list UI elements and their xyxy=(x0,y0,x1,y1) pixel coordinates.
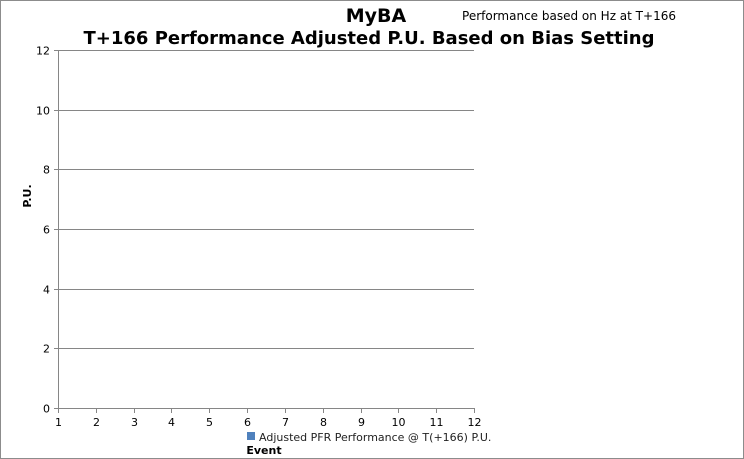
x-tick-label: 7 xyxy=(282,416,289,429)
legend: Adjusted PFR Performance @ T(+166) P.U. xyxy=(247,431,491,444)
y-tick-label: 10 xyxy=(36,105,50,118)
x-tick-label: 11 xyxy=(430,416,444,429)
x-axis-label: Event xyxy=(246,444,281,457)
chart-overlay-title: MyBA xyxy=(346,5,407,27)
y-tick-label: 4 xyxy=(43,284,50,297)
x-tick-label: 3 xyxy=(131,416,138,429)
chart-title: T+166 Performance Adjusted P.U. Based on… xyxy=(84,28,655,49)
x-tick-label: 5 xyxy=(206,416,213,429)
x-tick-label: 4 xyxy=(168,416,175,429)
y-tick-label: 6 xyxy=(43,224,50,237)
x-tick-label: 1 xyxy=(55,416,62,429)
legend-label: Adjusted PFR Performance @ T(+166) P.U. xyxy=(259,431,491,444)
y-tick-label: 2 xyxy=(43,343,50,356)
y-tick-label: 8 xyxy=(43,164,50,177)
y-tick-label: 0 xyxy=(43,403,50,416)
y-axis-label: P.U. xyxy=(21,184,34,207)
x-tick-label: 6 xyxy=(244,416,251,429)
chart-subtitle: Performance based on Hz at T+166 xyxy=(462,9,676,23)
x-tick-label: 9 xyxy=(358,416,365,429)
x-tick-label: 8 xyxy=(320,416,327,429)
legend-marker xyxy=(247,432,255,440)
x-tick-label: 10 xyxy=(392,416,406,429)
x-tick-label: 12 xyxy=(468,416,482,429)
y-tick-label: 12 xyxy=(36,45,50,58)
x-tick-label: 2 xyxy=(93,416,100,429)
